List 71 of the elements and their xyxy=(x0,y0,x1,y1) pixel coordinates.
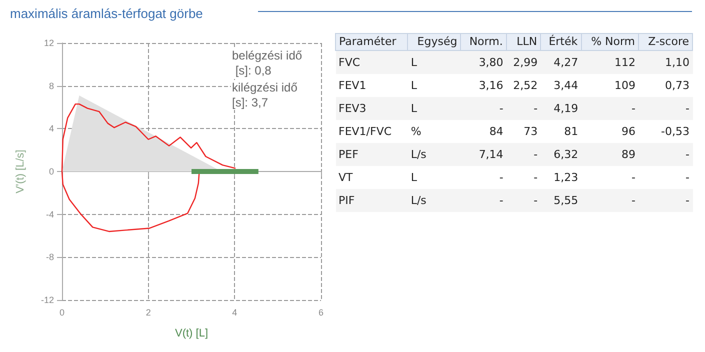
y-axis-title: V'(t) [L/s] xyxy=(14,150,26,194)
category-label: FEV1/FVC xyxy=(338,125,392,138)
category-label: FVC xyxy=(338,56,360,69)
text: 84 xyxy=(489,125,504,138)
text: - xyxy=(534,194,538,207)
text: 6,32 xyxy=(554,148,578,161)
text: 112 xyxy=(614,56,636,69)
text: - xyxy=(632,171,636,184)
text: -0,53 xyxy=(661,125,690,138)
text: 2,52 xyxy=(513,79,538,92)
category-label: PEF xyxy=(338,148,358,161)
y-tick-label: -8 xyxy=(46,252,54,262)
category-label: Érték xyxy=(540,34,582,50)
text: 1,10 xyxy=(665,56,690,69)
x-tick-label: 2 xyxy=(146,308,151,318)
text: - xyxy=(686,148,690,161)
text: 3,80 xyxy=(478,56,504,69)
text: - xyxy=(632,194,636,207)
text: - xyxy=(534,148,538,161)
category-label: VT xyxy=(338,171,353,184)
text: 3,44 xyxy=(554,79,578,92)
text: 89 xyxy=(622,148,636,161)
category-label: Paraméter xyxy=(336,34,408,50)
text: - xyxy=(686,171,690,184)
category-label: Egység xyxy=(408,34,461,50)
text: 4,19 xyxy=(554,102,578,115)
category-label: Z-score xyxy=(638,34,692,50)
text: L xyxy=(410,102,417,115)
text: 81 xyxy=(564,125,578,138)
text: - xyxy=(499,171,504,184)
category-label: PIF xyxy=(338,194,355,207)
text: - xyxy=(632,102,636,115)
text: L/s xyxy=(410,148,426,161)
category-label: FEV1 xyxy=(338,79,366,92)
text: 73 xyxy=(524,125,538,138)
text: - xyxy=(499,102,504,115)
y-tick-label: -12 xyxy=(40,295,54,305)
text: - xyxy=(534,102,538,115)
text: 4,27 xyxy=(554,56,578,69)
text: 3,16 xyxy=(478,79,504,92)
text: % xyxy=(410,125,422,138)
text: - xyxy=(686,194,690,207)
text: 5,55 xyxy=(554,194,578,207)
text: 7,14 xyxy=(478,148,504,161)
text: 109 xyxy=(614,79,636,92)
text: - xyxy=(686,102,690,115)
x-tick-label: 6 xyxy=(318,308,324,318)
y-tick-label: 8 xyxy=(48,80,54,91)
text: - xyxy=(499,194,504,207)
text: L xyxy=(410,79,417,92)
annotation: kilégzési idő [s]: 3,7 xyxy=(232,80,301,110)
text: 0,73 xyxy=(665,79,690,92)
x-tick-label: 0 xyxy=(59,308,65,318)
text: 2,99 xyxy=(513,56,538,69)
category-label: Norm. xyxy=(460,34,506,50)
text: 1,23 xyxy=(554,171,578,184)
y-tick-label: 12 xyxy=(44,38,54,48)
chart-title: maximális áramlás-térfogat görbe xyxy=(10,6,203,21)
text: L xyxy=(410,171,417,184)
y-tick-label: -4 xyxy=(46,209,54,220)
text: 96 xyxy=(622,125,636,138)
text: - xyxy=(534,171,538,184)
y-tick-label: 0 xyxy=(48,166,54,176)
category-label: % Norm xyxy=(581,34,639,50)
text: L/s xyxy=(410,194,426,207)
x-axis-title: V(t) [L] xyxy=(174,328,208,340)
category-label: FEV3 xyxy=(338,102,366,115)
y-tick-label: 4 xyxy=(48,124,54,134)
x-tick-label: 4 xyxy=(232,308,238,318)
category-label: LLN xyxy=(506,34,541,50)
text: L xyxy=(410,56,417,69)
